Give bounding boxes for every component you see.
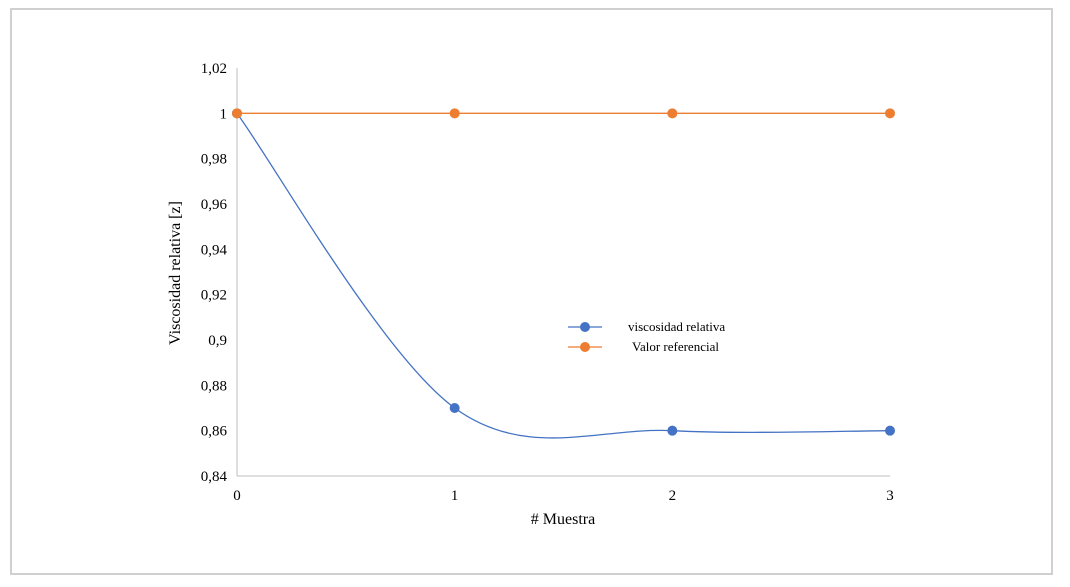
data-point [232, 108, 242, 119]
y-tick-label: 0,96 [201, 197, 228, 213]
x-tick-label: 1 [451, 488, 459, 504]
y-tick-label: 0,88 [201, 378, 227, 394]
y-tick-label: 0,84 [201, 469, 228, 485]
chart-frame [10, 8, 1053, 575]
y-tick-labels: 0,84 0,86 0,88 0,9 0,92 0,94 0,96 0,98 1 1,02 [201, 61, 228, 485]
data-point [449, 403, 460, 413]
data-point [449, 108, 460, 119]
x-tick-label: 2 [669, 488, 677, 504]
y-tick-label: 0,92 [201, 288, 227, 304]
x-tick-label: 3 [886, 488, 894, 504]
axes [236, 68, 890, 477]
legend: viscosidad relativa Valor referencial [568, 319, 725, 354]
y-tick-label: 0,9 [208, 333, 227, 349]
y-tick-label: 0,94 [201, 242, 228, 258]
series-line [236, 112, 891, 439]
data-point [667, 108, 678, 119]
y-axis-label: Viscosidad relativa [z] [167, 201, 184, 345]
y-tick-label: 1 [220, 106, 228, 122]
series-layer [232, 108, 895, 439]
legend-label: viscosidad relativa [628, 319, 725, 334]
legend-label: Valor referencial [632, 339, 719, 354]
y-tick-label: 0,98 [201, 152, 227, 168]
x-tick-label: 0 [233, 488, 241, 504]
data-point [667, 425, 678, 436]
data-point [885, 108, 895, 119]
y-tick-label: 0,86 [201, 424, 228, 440]
legend-marker [580, 342, 590, 352]
legend-item: viscosidad relativa [568, 319, 725, 334]
data-point [885, 425, 895, 436]
x-axis-label: # Muestra [531, 511, 595, 528]
legend-item: Valor referencial [568, 339, 719, 354]
y-tick-label: 1,02 [201, 61, 227, 77]
legend-marker [580, 322, 590, 332]
x-tick-labels: 0 1 2 3 [233, 488, 894, 504]
series-valor-referencial [232, 108, 895, 119]
series-viscosidad-relativa [232, 108, 895, 439]
